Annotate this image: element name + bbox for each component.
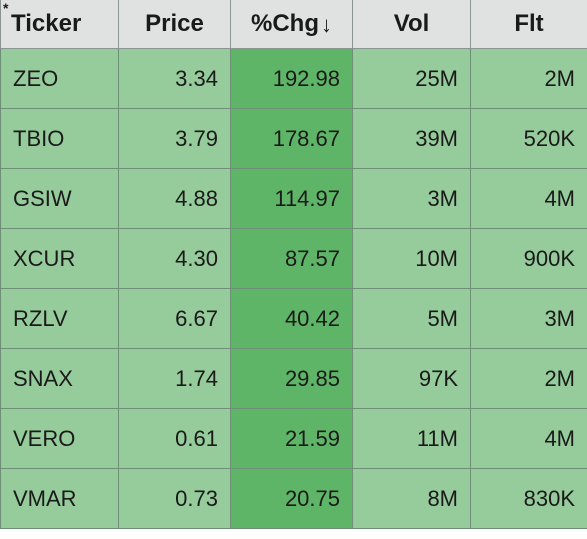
cell-pctchg: 192.98 xyxy=(231,49,353,109)
cell-pctchg: 40.42 xyxy=(231,289,353,349)
column-header-label: %Chg xyxy=(251,10,319,37)
cell-flt: 830K xyxy=(471,469,587,529)
cell-price: 0.73 xyxy=(119,469,231,529)
cell-price: 1.74 xyxy=(119,349,231,409)
cell-price: 3.79 xyxy=(119,109,231,169)
cell-price: 4.88 xyxy=(119,169,231,229)
cell-flt: 4M xyxy=(471,409,587,469)
column-header-price[interactable]: Price xyxy=(119,0,231,49)
table-row[interactable]: ZEO3.34192.9825M2M xyxy=(1,49,587,109)
cell-vol: 8M xyxy=(353,469,471,529)
cell-pctchg: 21.59 xyxy=(231,409,353,469)
cell-pctchg: 20.75 xyxy=(231,469,353,529)
table-row[interactable]: VMAR0.7320.758M830K xyxy=(1,469,587,529)
cell-ticker: RZLV xyxy=(1,289,119,349)
cell-vol: 10M xyxy=(353,229,471,289)
stock-table: Ticker Price %Chg↓ Vol Flt ZEO3.34192.98… xyxy=(0,0,587,529)
cell-pctchg: 29.85 xyxy=(231,349,353,409)
cell-pctchg: 114.97 xyxy=(231,169,353,229)
column-header-ticker[interactable]: Ticker xyxy=(1,0,119,49)
cell-ticker: VMAR xyxy=(1,469,119,529)
cell-ticker: VERO xyxy=(1,409,119,469)
cell-vol: 3M xyxy=(353,169,471,229)
cell-vol: 5M xyxy=(353,289,471,349)
cell-vol: 39M xyxy=(353,109,471,169)
cell-vol: 25M xyxy=(353,49,471,109)
cell-price: 0.61 xyxy=(119,409,231,469)
table-row[interactable]: RZLV6.6740.425M3M xyxy=(1,289,587,349)
table-row[interactable]: TBIO3.79178.6739M520K xyxy=(1,109,587,169)
column-header-flt[interactable]: Flt xyxy=(471,0,587,49)
cell-flt: 520K xyxy=(471,109,587,169)
column-header-vol[interactable]: Vol xyxy=(353,0,471,49)
sort-descending-icon: ↓ xyxy=(321,14,332,36)
cell-ticker: TBIO xyxy=(1,109,119,169)
cell-flt: 2M xyxy=(471,49,587,109)
cell-pctchg: 178.67 xyxy=(231,109,353,169)
cell-ticker: SNAX xyxy=(1,349,119,409)
cell-flt: 2M xyxy=(471,349,587,409)
cell-flt: 3M xyxy=(471,289,587,349)
cell-pctchg: 87.57 xyxy=(231,229,353,289)
cell-ticker: GSIW xyxy=(1,169,119,229)
column-header-label: Ticker xyxy=(11,10,81,37)
cell-vol: 97K xyxy=(353,349,471,409)
cell-price: 4.30 xyxy=(119,229,231,289)
table-row[interactable]: GSIW4.88114.973M4M xyxy=(1,169,587,229)
table-row[interactable]: SNAX1.7429.8597K2M xyxy=(1,349,587,409)
cell-flt: 4M xyxy=(471,169,587,229)
column-header-label: Price xyxy=(145,10,204,37)
cell-ticker: ZEO xyxy=(1,49,119,109)
table-row[interactable]: XCUR4.3087.5710M900K xyxy=(1,229,587,289)
cell-flt: 900K xyxy=(471,229,587,289)
table-body: ZEO3.34192.9825M2MTBIO3.79178.6739M520KG… xyxy=(1,49,587,529)
column-header-label: Flt xyxy=(514,10,543,37)
table-header-row: Ticker Price %Chg↓ Vol Flt xyxy=(1,0,587,49)
cell-ticker: XCUR xyxy=(1,229,119,289)
cell-price: 6.67 xyxy=(119,289,231,349)
column-header-pctchg[interactable]: %Chg↓ xyxy=(231,0,353,49)
cell-price: 3.34 xyxy=(119,49,231,109)
cell-vol: 11M xyxy=(353,409,471,469)
column-header-label: Vol xyxy=(394,10,430,37)
table-row[interactable]: VERO0.6121.5911M4M xyxy=(1,409,587,469)
